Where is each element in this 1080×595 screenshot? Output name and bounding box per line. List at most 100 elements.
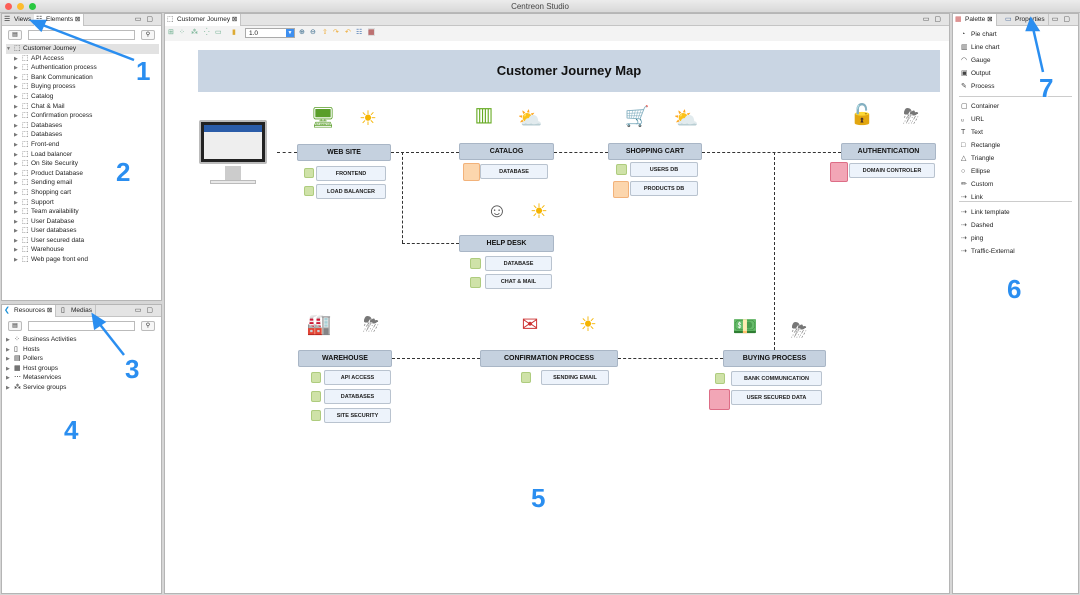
up-icon[interactable]: ⇧ [322,29,328,36]
palette-item[interactable]: ⇢ Traffic-External [961,245,1015,258]
tree-item[interactable]: ▶ ⬚ Chat & Mail [6,102,159,112]
tree-item[interactable]: ▶ ⬚ Databases [6,130,159,140]
tree-item[interactable]: ▶ ⬚ Buying process [6,82,159,92]
expand-arrow-icon[interactable]: ▶ [14,122,18,129]
resource-item[interactable]: ▶ ⋯ Metaservices [6,373,159,383]
undo-icon[interactable]: ↷ [333,29,339,36]
expand-arrow-icon[interactable]: ▶ [14,247,18,254]
tree-item[interactable]: ▶ ⬚ Web page front end [6,255,159,265]
expand-arrow-icon[interactable]: ▶ [6,356,10,363]
expand-arrow-icon[interactable]: ▶ [6,384,10,391]
palette-item[interactable]: ▣ Output [961,67,991,80]
tree-layout-icon[interactable]: ⁂ [191,29,198,36]
palette-item[interactable]: ○ Ellipse [961,165,990,178]
panel-window-controls[interactable]: ▭▢ [922,16,946,23]
palette-item[interactable]: ⇢ Dashed [961,219,993,232]
diagram-canvas[interactable] [165,42,949,593]
search-icon[interactable]: ⚲ [141,321,155,331]
expand-arrow-icon[interactable]: ▶ [14,199,18,206]
tree-item[interactable]: ▶ ⬚ User databases [6,226,159,236]
palette-item[interactable]: T Text [961,126,983,139]
expand-arrow-icon[interactable]: ▶ [14,218,18,225]
expand-arrow-icon[interactable]: ▶ [14,141,18,148]
filter-button[interactable]: ▤ [8,321,22,331]
grid-icon[interactable]: ⊞ [168,29,174,36]
expand-arrow-icon[interactable]: ▶ [14,65,18,72]
expand-arrow-icon[interactable]: ▶ [14,151,18,158]
tab-elements[interactable]: ☷ Elements ⊠ [34,14,85,26]
expand-arrow-icon[interactable]: ▶ [6,365,10,372]
panel-window-controls[interactable]: ▭▢ [134,307,158,314]
tree-item[interactable]: ▶ ⬚ Databases [6,121,159,131]
expand-arrow-icon[interactable]: ▶ [14,93,18,100]
redo-icon[interactable]: ↶ [345,29,351,36]
close-tab-icon[interactable]: ⊠ [46,307,53,314]
palette-item[interactable]: ⇢ ping [961,232,983,245]
tab-customer-journey[interactable]: ⬚ Customer Journey ⊠ [165,14,242,26]
outline-icon[interactable]: ☷ [356,29,363,36]
layout-icon[interactable]: ⁘ [179,29,185,36]
close-tab-icon[interactable]: ⊠ [74,16,81,23]
resource-item[interactable]: ▶ ▯ Hosts [6,345,159,355]
panel-window-controls[interactable]: ▭▢ [134,16,158,23]
palette-item[interactable]: ✎ Process [961,80,994,93]
tree-item[interactable]: ▶ ⬚ Shopping cart [6,188,159,198]
tree-item[interactable]: ▶ ⬚ API Access [6,54,159,64]
expand-arrow-icon[interactable]: ▶ [6,337,10,343]
tree-root[interactable]: ▼ ⬚ Customer Journey [6,44,159,54]
tree-item[interactable]: ▶ ⬚ Support [6,198,159,208]
minimize-window-button[interactable] [17,3,24,10]
expand-arrow-icon[interactable]: ▶ [14,237,18,244]
tab-medias[interactable]: ▯ Medias [59,305,96,317]
zoom-select[interactable]: 1.0 ▼ [245,28,295,38]
tree-item[interactable]: ▶ ⬚ Authentication process [6,63,159,73]
tree-item[interactable]: ▶ ⬚ Bank Communication [6,73,159,83]
tree-item[interactable]: ▶ ⬚ Front-end [6,140,159,150]
palette-item[interactable]: ᵤ URL [961,113,984,126]
tree-item[interactable]: ▶ ⬚ Catalog [6,92,159,102]
palette-item[interactable]: ▥ Line chart [961,41,1000,54]
palette-item[interactable]: ◠ Gauge [961,54,991,67]
palette-item[interactable]: □ Rectangle [961,139,1000,152]
zoom-in-icon[interactable]: ⊕ [299,29,305,36]
tree-item[interactable]: ▶ ⬚ Team availability [6,207,159,217]
resource-item[interactable]: ▶ ▦ Host groups [6,364,159,374]
filter-button[interactable]: ▤ [8,30,22,40]
search-icon[interactable]: ⚲ [141,30,155,40]
tab-palette[interactable]: ▦ Palette ⊠ [953,14,997,26]
tree-item[interactable]: ▶ ⬚ Confirmation process [6,111,159,121]
distribute-icon[interactable]: ▭ [215,29,222,36]
expand-arrow-icon[interactable]: ▶ [14,55,18,62]
expand-arrow-icon[interactable]: ▶ [14,132,18,139]
close-tab-icon[interactable]: ⊠ [231,16,238,23]
expand-arrow-icon[interactable]: ▶ [14,103,18,110]
close-tab-icon[interactable]: ⊠ [987,16,993,23]
tree-item[interactable]: ▶ ⬚ Sending email [6,178,159,188]
palette-item[interactable]: △ Triangle [961,152,994,165]
expand-arrow-icon[interactable]: ▶ [14,161,18,168]
tree-item[interactable]: ▶ ⬚ Load balancer [6,150,159,160]
expand-arrow-icon[interactable]: ▶ [14,189,18,196]
palette-item[interactable]: ✏ Custom [961,178,993,191]
resource-item[interactable]: ▶ ⁘ Business Activities [6,335,159,345]
expand-arrow-icon[interactable]: ▶ [14,74,18,81]
tree-item[interactable]: ▶ ⬚ Product Database [6,169,159,179]
palette-item[interactable]: ◔ Pie chart [961,28,997,41]
search-input[interactable] [28,321,135,331]
expand-arrow-icon[interactable]: ▶ [14,170,18,177]
palette-item[interactable]: ⇢ Link template [961,206,1010,219]
vertical-layout-icon[interactable]: ▮ [232,29,236,36]
expand-arrow-icon[interactable]: ▶ [14,113,18,120]
panel-window-controls[interactable]: ▭▢ [1051,16,1075,23]
expand-arrow-icon[interactable]: ▶ [14,257,18,264]
tree-item[interactable]: ▶ ⬚ User secured data [6,236,159,246]
align-icon[interactable]: ⁛ [204,29,210,36]
tree-item[interactable]: ▶ ⬚ Warehouse [6,245,159,255]
zoom-out-icon[interactable]: ⊖ [310,29,316,36]
palette-item[interactable]: ▢ Container [961,100,999,113]
palette-item[interactable]: ⇢ Link [961,191,983,204]
expand-arrow-icon[interactable]: ▶ [14,209,18,216]
expand-arrow-icon[interactable]: ▶ [6,375,10,382]
expand-arrow-icon[interactable]: ▶ [14,84,18,91]
resource-item[interactable]: ▶ ▤ Pollers [6,354,159,364]
